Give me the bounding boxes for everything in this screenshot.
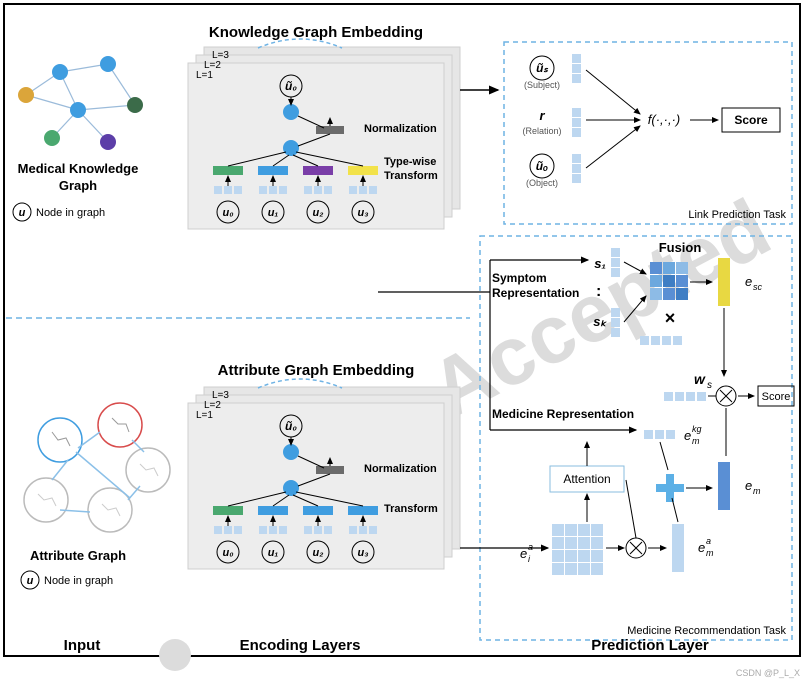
svg-text:u₃: u₃ xyxy=(358,207,369,219)
svg-text:Representation: Representation xyxy=(492,286,579,300)
footer: CSDN @P_L_X xyxy=(736,668,800,678)
legend-text-2: Node in graph xyxy=(44,575,113,587)
svg-text:u₂: u₂ xyxy=(313,547,324,559)
svg-text:i: i xyxy=(528,554,531,564)
ag-title: Attribute Graph xyxy=(30,548,126,563)
svg-text:ũₛ: ũₛ xyxy=(536,61,548,75)
kge-tw-1: Type-wise xyxy=(384,156,436,168)
architecture-diagram: Accepted Medical Knowledge Graph u Node … xyxy=(0,0,808,683)
plus-icon xyxy=(656,474,684,502)
mkg-title-1: Medical Knowledge xyxy=(18,161,139,176)
svg-text:Attention: Attention xyxy=(563,472,610,486)
svg-text:f(·,·,·): f(·,·,·) xyxy=(648,112,680,127)
axis-prediction: Prediction Layer xyxy=(591,637,709,654)
age-title: Attribute Graph Embedding xyxy=(218,362,415,379)
svg-text:r: r xyxy=(539,108,545,123)
svg-text:L=2: L=2 xyxy=(204,400,221,411)
svg-text:e: e xyxy=(745,274,752,289)
svg-text:u₁: u₁ xyxy=(268,547,279,559)
svg-text:(Object): (Object) xyxy=(526,178,558,188)
svg-text:m: m xyxy=(706,548,714,558)
svg-text:e: e xyxy=(698,540,705,555)
svg-text:Transform: Transform xyxy=(384,503,438,515)
svg-text:sₖ: sₖ xyxy=(593,314,607,329)
svg-text:ũₒ: ũₒ xyxy=(536,159,548,173)
svg-text:(Relation): (Relation) xyxy=(522,126,561,136)
svg-text:ũ₀: ũ₀ xyxy=(285,419,297,433)
legend-text-1: Node in graph xyxy=(36,207,105,219)
kge-L3: L=3 xyxy=(212,50,229,61)
svg-text:u: u xyxy=(27,575,34,587)
watermark-dot xyxy=(159,639,191,671)
svg-text:s: s xyxy=(707,380,712,391)
svg-text:a: a xyxy=(528,542,533,552)
svg-text:u₂: u₂ xyxy=(313,207,324,219)
kge-tw-2: Transform xyxy=(384,170,438,182)
kge-title: Knowledge Graph Embedding xyxy=(209,24,423,41)
svg-text:e: e xyxy=(684,428,691,443)
svg-text::: : xyxy=(596,283,601,300)
svg-text:e: e xyxy=(745,478,752,493)
svg-text:Normalization: Normalization xyxy=(364,463,437,475)
kge-u0-top: ũ₀ xyxy=(285,79,297,93)
svg-text:s₁: s₁ xyxy=(594,256,606,271)
svg-text:L=3: L=3 xyxy=(212,390,229,401)
svg-text:m: m xyxy=(753,486,761,496)
svg-text:kg: kg xyxy=(692,424,702,434)
svg-text:u₁: u₁ xyxy=(268,207,279,219)
svg-text:(Subject): (Subject) xyxy=(524,80,560,90)
mkg-title-2: Graph xyxy=(59,178,97,193)
svg-text:w: w xyxy=(694,371,706,387)
kge-norm: Normalization xyxy=(364,123,437,135)
svg-text:Score: Score xyxy=(734,113,768,127)
legend-u-1: u xyxy=(19,207,26,219)
med-task-title: Medicine Recommendation Task xyxy=(627,625,786,637)
svg-text:Symptom: Symptom xyxy=(492,271,547,285)
svg-text:L=1: L=1 xyxy=(196,410,213,421)
svg-text:u₀: u₀ xyxy=(222,547,233,559)
svg-text:m: m xyxy=(692,436,700,446)
kge-L2: L=2 xyxy=(204,60,221,71)
age-panel: L=1 L=2 L=3 ũ₀ Normalization Transform xyxy=(188,379,460,569)
link-task-title: Link Prediction Task xyxy=(688,209,786,221)
attribute-graph xyxy=(24,403,170,532)
kge-L1: L=1 xyxy=(196,70,213,81)
svg-text:Fusion: Fusion xyxy=(659,240,702,255)
svg-text:×: × xyxy=(665,308,676,328)
svg-text:Score: Score xyxy=(762,391,791,403)
svg-text:u₀: u₀ xyxy=(222,207,233,219)
med-rep-label: Medicine Representation xyxy=(492,407,634,421)
svg-text:u₃: u₃ xyxy=(358,547,369,559)
axis-encoding: Encoding Layers xyxy=(240,637,361,654)
svg-text:sc: sc xyxy=(753,282,763,292)
mkg-graph xyxy=(18,56,143,150)
svg-text:a: a xyxy=(706,536,711,546)
kge-panel: L=1 L=2 L=3 ũ₀ Normalization Type-wise T… xyxy=(188,39,460,229)
axis-input: Input xyxy=(64,637,101,654)
